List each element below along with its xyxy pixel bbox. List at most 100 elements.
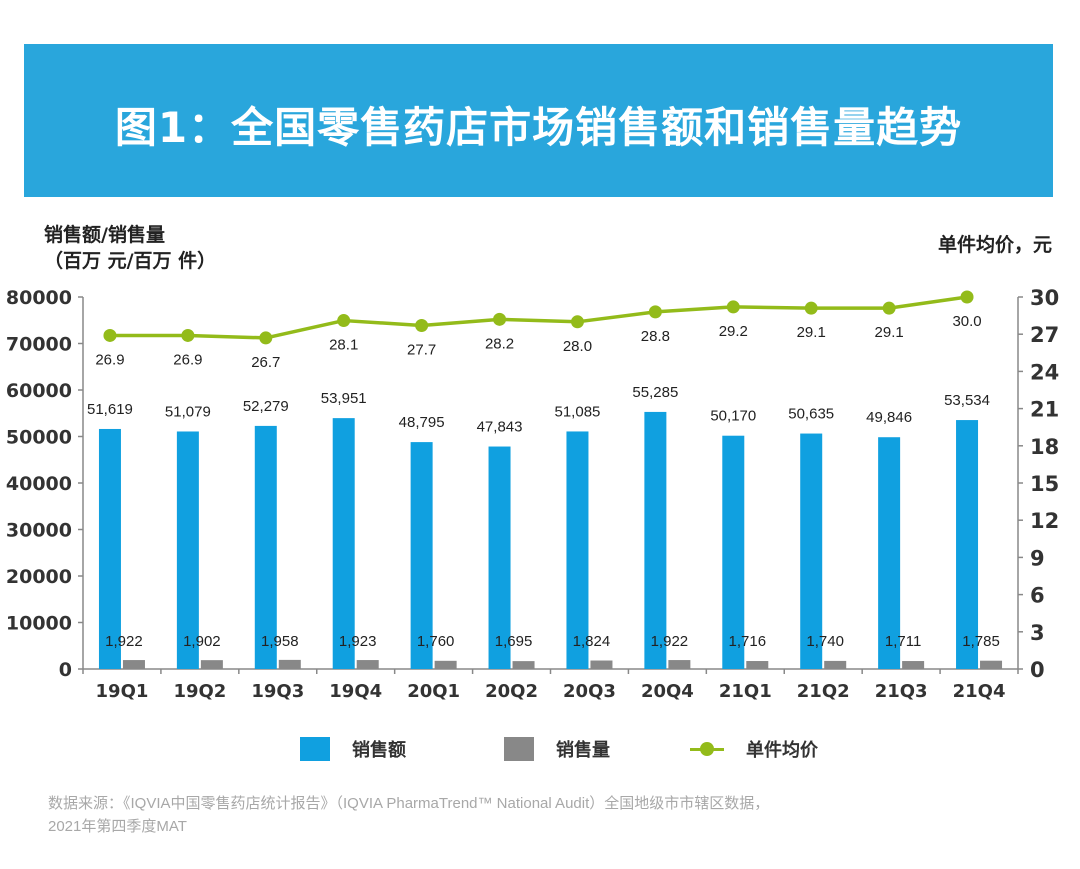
source-line2: 2021年第四季度MAT [48, 818, 187, 835]
price-data-label: 28.8 [641, 328, 670, 345]
price-point [804, 301, 818, 315]
price-data-label: 28.0 [563, 338, 592, 355]
right-tick-label: 3 [1030, 621, 1045, 645]
sales-bar [332, 418, 355, 669]
source-note: 数据来源：《IQVIA中国零售药店统计报告》（IQVIA PharmaTrend… [48, 792, 1038, 838]
sales-data-label: 51,079 [165, 403, 211, 420]
right-tick-label: 6 [1030, 584, 1045, 608]
x-tick-label: 21Q3 [875, 681, 928, 702]
left-tick-label: 50000 [6, 427, 72, 449]
x-tick-label: 19Q1 [96, 681, 149, 702]
legend-swatch-volume [504, 737, 534, 761]
sales-bar [878, 437, 901, 669]
left-tick-label: 20000 [6, 566, 72, 588]
sales-data-label: 51,085 [555, 403, 601, 420]
sales-data-label: 52,279 [243, 398, 289, 415]
price-point [960, 290, 974, 304]
price-point [882, 301, 896, 315]
volume-bar [590, 660, 613, 669]
volume-bar [824, 660, 847, 669]
volume-bar [434, 660, 457, 669]
x-tick-label: 19Q2 [173, 681, 226, 702]
left-axis-title-line2: （百万 元/百万 件） [44, 250, 217, 272]
legend-item-sales: 销售额 [300, 736, 406, 762]
title-banner: 图1：全国零售药店市场销售额和销售量趋势 [24, 44, 1053, 197]
right-tick-label: 15 [1030, 472, 1059, 496]
legend: 销售额 销售量 单件均价 [300, 735, 878, 763]
x-tick-label: 20Q4 [641, 681, 694, 702]
sales-bar [566, 431, 589, 669]
volume-data-label: 1,785 [962, 633, 1000, 650]
volume-bar [902, 661, 925, 669]
price-line [109, 295, 968, 340]
price-point [259, 331, 273, 345]
sales-bar [176, 431, 199, 669]
sales-data-label: 50,170 [710, 408, 756, 425]
price-data-label: 28.1 [329, 337, 358, 354]
x-tick-label: 19Q3 [251, 681, 304, 702]
legend-label-sales: 销售额 [352, 740, 406, 761]
sales-bar [488, 446, 511, 669]
sales-data-label: 49,846 [866, 409, 912, 426]
x-tick-label: 20Q3 [563, 681, 616, 702]
x-tick-label: 20Q2 [485, 681, 538, 702]
price-point [103, 328, 117, 342]
price-point [181, 328, 195, 342]
volume-data-label: 1,824 [573, 633, 611, 650]
sales-data-label: 53,951 [321, 390, 367, 407]
sales-bar [956, 420, 979, 669]
left-tick-label: 40000 [6, 473, 72, 495]
price-data-label: 30.0 [952, 313, 981, 330]
sales-bar [98, 428, 121, 669]
sales-data-label: 47,843 [477, 419, 523, 436]
legend-item-price: 单件均价 [690, 736, 818, 762]
volume-bar [980, 660, 1003, 669]
volume-data-label: 1,958 [261, 633, 299, 650]
sales-data-label: 48,795 [399, 414, 445, 431]
volume-data-label: 1,716 [729, 633, 767, 650]
volume-data-label: 1,922 [651, 633, 689, 650]
x-tick-label: 21Q4 [953, 681, 1006, 702]
sales-bar [410, 442, 433, 669]
volume-data-label: 1,740 [806, 633, 844, 650]
sales-bar [722, 435, 745, 669]
left-axis-title-line1: 销售额/销售量 [44, 224, 165, 246]
left-tick-label: 10000 [6, 613, 72, 635]
volume-data-label: 1,902 [183, 633, 221, 650]
volume-bar [746, 661, 769, 669]
price-data-label: 27.7 [407, 342, 436, 359]
right-axis-title: 单件均价，元 [937, 234, 1052, 256]
right-tick-label: 30 [1030, 286, 1059, 310]
right-tick-label: 24 [1030, 360, 1059, 384]
price-data-label: 29.1 [797, 324, 826, 341]
left-axis-title: 销售额/销售量 （百万 元/百万 件） [44, 222, 216, 274]
sales-data-label: 55,285 [632, 384, 678, 401]
price-data-label: 28.2 [485, 335, 514, 352]
sales-data-label: 51,619 [87, 401, 133, 418]
right-tick-label: 27 [1030, 323, 1059, 347]
right-tick-label: 9 [1030, 546, 1045, 570]
volume-bar [278, 659, 301, 669]
price-point [337, 314, 351, 328]
volume-bar [512, 661, 535, 669]
x-tick-label: 20Q1 [407, 681, 460, 702]
sales-bar [254, 425, 277, 669]
right-tick-label: 21 [1030, 398, 1059, 422]
x-tick-label: 21Q1 [719, 681, 772, 702]
left-tick-label: 80000 [6, 287, 72, 309]
price-data-label: 26.9 [95, 351, 124, 368]
price-data-label: 26.9 [173, 351, 202, 368]
volume-data-label: 1,760 [417, 633, 455, 650]
chart-title: 图1：全国零售药店市场销售额和销售量趋势 [114, 103, 963, 152]
volume-bar [668, 660, 691, 669]
x-tick-label: 21Q2 [797, 681, 850, 702]
legend-item-volume: 销售量 [504, 736, 610, 762]
price-point [415, 319, 429, 333]
volume-data-label: 1,695 [495, 633, 533, 650]
volume-bar [122, 660, 145, 669]
right-tick-label: 12 [1030, 509, 1059, 533]
price-point [648, 305, 662, 319]
price-point [493, 312, 507, 326]
price-data-label: 29.1 [875, 324, 904, 341]
left-tick-label: 30000 [6, 520, 72, 542]
